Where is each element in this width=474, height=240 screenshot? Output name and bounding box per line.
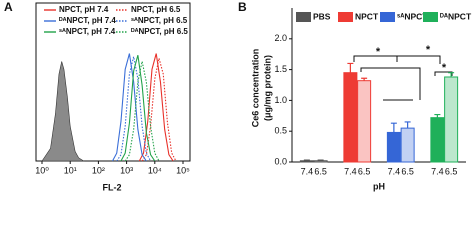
error-bar	[404, 121, 411, 129]
histogram-line	[120, 54, 156, 162]
legend-swatch	[296, 12, 311, 22]
significance-bracket	[360, 67, 421, 101]
x-tick-label: 7.4	[431, 166, 444, 176]
legend-label: ˢᴬNPCT	[397, 11, 428, 21]
legend-label: NPCT	[355, 11, 379, 21]
y-tick-label: 0.0	[274, 156, 287, 166]
legend-label: ˢᴬNPCT, pH 7.4	[59, 27, 116, 36]
bar	[299, 160, 314, 163]
x-tick-label: 10⁰	[35, 165, 49, 175]
bar	[444, 76, 459, 163]
error-bar	[390, 122, 397, 133]
significance-bracket	[353, 55, 441, 64]
x-tick-label: 10¹	[64, 165, 77, 175]
significance-star: *	[426, 44, 431, 56]
legend-label: NPCT, pH 6.5	[131, 5, 181, 14]
legend-label: NPCT, pH 7.4	[59, 5, 109, 14]
legend-swatch	[338, 12, 353, 22]
bar	[313, 160, 328, 163]
panel-label: B	[238, 0, 247, 14]
bar	[430, 117, 445, 163]
bar	[343, 72, 358, 163]
x-tick-label: 10³	[120, 165, 133, 175]
y-tick-label: 2.0	[274, 33, 287, 43]
error-bar	[317, 159, 324, 161]
y-tick-label: 1.5	[274, 64, 287, 74]
legend-label: ᴰᴬNPCT, pH 6.5	[131, 27, 188, 36]
page: {"chart_data": [ {"type": "line", "label…	[4, 0, 472, 193]
error-bar	[434, 113, 441, 118]
x-tick-label: 7.4	[388, 166, 401, 176]
figure: A B FL-2 pH Ce6 concentration (μg/mg pro…	[4, 0, 472, 192]
significance-star: *	[376, 46, 381, 58]
legend-label: ᴰᴬNPCT	[440, 11, 472, 21]
error-bar	[303, 159, 310, 161]
significance-star: *	[442, 62, 447, 74]
legend-swatch	[380, 12, 395, 22]
bar	[357, 80, 372, 163]
error-bar	[347, 62, 354, 73]
legend-label: PBS	[313, 11, 331, 21]
significance-bracket	[434, 71, 453, 76]
histogram-line	[112, 53, 147, 162]
bar	[386, 131, 401, 163]
error-bar	[361, 77, 368, 81]
x-tick-label: 10⁴	[148, 165, 162, 175]
y-tick-label: 1.0	[274, 95, 287, 105]
y-tick-label: 0.5	[274, 126, 287, 136]
legend-swatch	[423, 12, 438, 22]
x-tick-label: 7.4	[344, 166, 357, 176]
y-axis-label: Ce6 concentration	[250, 49, 260, 128]
legend-label: ᴰᴬNPCT, pH 7.4	[59, 16, 116, 25]
panel-label: A	[4, 0, 13, 14]
histogram-line	[124, 61, 160, 162]
x-tick-label: 6.5	[314, 166, 327, 176]
x-tick-label: 7.4	[301, 166, 314, 176]
x-tick-label: 6.5	[445, 166, 458, 176]
legend-label: ˢᴬNPCT, pH 6.5	[131, 16, 188, 25]
x-tick-label: 10²	[92, 165, 105, 175]
histogram-area	[41, 61, 85, 162]
bar	[400, 127, 415, 163]
x-tick-label: 10⁵	[176, 165, 190, 175]
x-tick-label: 6.5	[358, 166, 371, 176]
y-axis-label: (μg/mg protein)	[262, 55, 272, 121]
x-axis-label: pH	[373, 181, 385, 191]
error-bar	[448, 72, 455, 77]
x-tick-label: 6.5	[401, 166, 414, 176]
x-axis-label: FL-2	[103, 182, 122, 192]
